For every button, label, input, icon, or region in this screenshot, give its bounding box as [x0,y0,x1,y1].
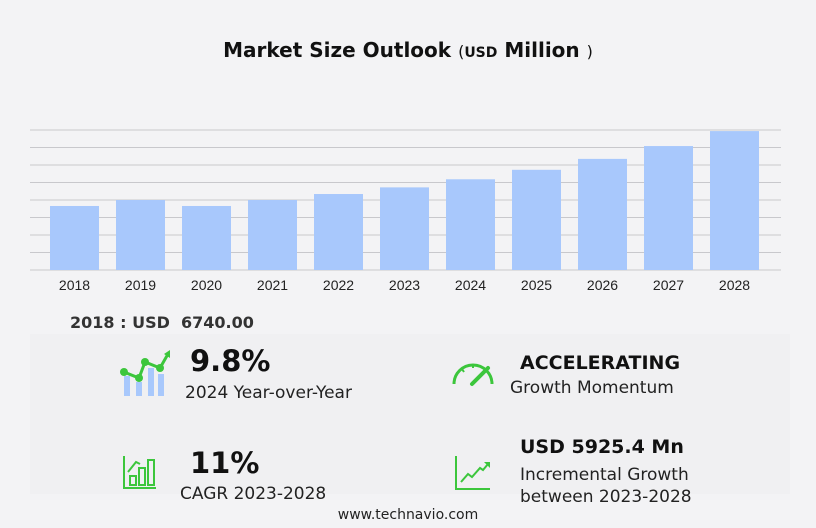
title-text: Market Size Outlook [223,38,452,62]
footer-url: www.technavio.com [337,507,479,523]
kpi-panel [30,334,790,494]
bar-chart: 2018 2019 2020 2021 2022 2023 2024 2025 2026 2027… [30,129,781,293]
bar-2028 [710,131,759,270]
x-tick-label: 2027 [653,277,684,293]
bar-2023 [380,187,429,270]
incremental-label-1: Incremental Growth [520,465,689,485]
bar-2022 [314,194,363,270]
trend-line-icon [455,456,490,490]
x-tick-label: 2020 [191,277,222,293]
cagr-value: 11% [190,446,260,480]
x-tick-label: 2024 [455,277,486,293]
bar-chart-icon [123,456,156,489]
momentum-label: Growth Momentum [510,378,674,398]
incremental-label-2: between 2023-2028 [520,487,692,507]
title-paren-close: ) [586,42,593,61]
x-tick-label: 2023 [389,277,420,293]
bar-2027 [644,146,693,270]
cagr-label: CAGR 2023-2028 [180,484,327,504]
x-tick-label: 2021 [257,277,288,293]
chart-growth-icon [120,350,170,396]
bar-2026 [578,158,627,270]
title-paren-open: ( [458,42,465,61]
yoy-value: 9.8% [190,344,271,378]
bar-2021 [248,200,297,270]
title-unit-word: Million [504,38,580,62]
base-year-value: 2018 : USD 6740.00 [70,313,254,332]
title-unit: USD [464,45,498,61]
yoy-label: 2024 Year-over-Year [185,383,352,403]
x-tick-label: 2018 [59,277,90,293]
bar-2025 [512,169,561,270]
chart-title: Market Size Outlook (USD Million ) [0,38,816,62]
bar-2020 [182,205,231,270]
x-tick-label: 2025 [521,277,552,293]
bar-2018 [50,205,99,270]
x-tick-label: 2019 [125,277,156,293]
speedometer-icon [452,363,494,386]
bar-2019 [116,200,165,270]
momentum-value: ACCELERATING [520,352,681,374]
bar-2024 [446,179,495,270]
x-tick-label: 2022 [323,277,354,293]
incremental-value: USD 5925.4 Mn [520,436,684,458]
x-tick-label: 2028 [719,277,750,293]
x-tick-label: 2026 [587,277,618,293]
